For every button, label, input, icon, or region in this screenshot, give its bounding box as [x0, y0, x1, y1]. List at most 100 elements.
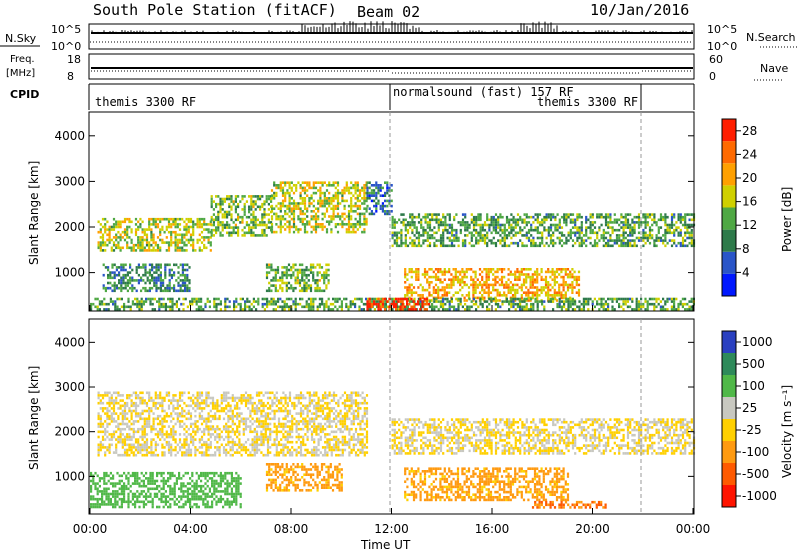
- echo-cell: [196, 241, 199, 244]
- echo-cell: [270, 230, 274, 234]
- echo-cell: [143, 448, 146, 452]
- echo-cell: [415, 236, 418, 240]
- echo-cell: [472, 278, 475, 281]
- echo-cell: [386, 189, 389, 192]
- echo-cell: [174, 220, 177, 224]
- echo-cell: [219, 300, 222, 303]
- echo-cell: [162, 297, 165, 301]
- echo-cell: [670, 215, 674, 219]
- echo-cell: [143, 422, 146, 426]
- echo-cell: [677, 234, 680, 237]
- echo-cell: [514, 291, 517, 294]
- echo-cell: [156, 300, 159, 303]
- echo-cell: [386, 181, 389, 184]
- echo-cell: [409, 236, 412, 240]
- echo-cell: [312, 302, 315, 306]
- echo-cell: [200, 223, 204, 226]
- echo-cell: [178, 404, 182, 408]
- echo-cell: [508, 300, 511, 303]
- echo-cell: [188, 289, 191, 293]
- echo-cell: [178, 241, 182, 244]
- echo-cell: [437, 213, 440, 216]
- echo-cell: [336, 212, 340, 216]
- echo-cell: [673, 297, 676, 301]
- echo-cell: [345, 228, 348, 231]
- echo-cell: [576, 215, 579, 219]
- echo-cell: [404, 228, 407, 232]
- echo-cell: [328, 220, 331, 223]
- echo-cell: [183, 236, 186, 239]
- echo-cell: [450, 226, 454, 229]
- echo-cell: [156, 407, 160, 410]
- echo-cell: [531, 286, 534, 289]
- echo-cell: [101, 302, 104, 306]
- echo-cell: [453, 234, 456, 237]
- echo-cell: [178, 308, 181, 311]
- echo-cell: [198, 223, 201, 226]
- echo-cell: [508, 221, 511, 224]
- echo-cell: [139, 435, 142, 439]
- colorbar-cell: [722, 229, 736, 252]
- echo-cell: [265, 234, 268, 237]
- echo-cell: [121, 453, 124, 457]
- echo-cell: [530, 297, 533, 301]
- echo-cell: [525, 234, 528, 237]
- echo-cell: [395, 302, 398, 306]
- echo-cell: [585, 300, 588, 303]
- echo-cell: [132, 453, 135, 457]
- echo-cell: [263, 302, 266, 306]
- echo-cell: [112, 409, 116, 413]
- echo-cell: [241, 297, 244, 301]
- echo-cell: [527, 288, 530, 292]
- echo-cell: [108, 443, 111, 447]
- echo-cell: [545, 215, 548, 219]
- echo-cell: [123, 414, 127, 418]
- echo-cell: [154, 220, 157, 224]
- echo-cell: [433, 226, 436, 229]
- echo-cell: [624, 223, 627, 227]
- echo-cell: [585, 234, 588, 237]
- echo-cell: [341, 212, 344, 216]
- echo-cell: [288, 207, 291, 210]
- echo-cell: [159, 438, 162, 441]
- echo-cell: [241, 218, 244, 222]
- echo-cell: [217, 302, 220, 306]
- echo-cell: [115, 412, 118, 415]
- echo-cell: [172, 394, 175, 397]
- echo-cell: [483, 239, 487, 242]
- echo-cell: [560, 215, 564, 219]
- echo-cell: [329, 302, 332, 306]
- echo-cell: [350, 215, 353, 218]
- echo-cell: [664, 244, 667, 248]
- echo-cell: [120, 268, 123, 272]
- echo-cell: [135, 268, 138, 272]
- echo-cell: [224, 297, 227, 301]
- echo-cell: [237, 202, 240, 206]
- echo-cell: [115, 425, 118, 428]
- echo-cell: [288, 186, 291, 190]
- echo-cell: [655, 223, 658, 227]
- echo-cell: [445, 291, 449, 294]
- echo-cell: [543, 300, 546, 303]
- echo-cell: [541, 218, 544, 222]
- echo-cell: [97, 448, 100, 452]
- echo-cell: [196, 394, 199, 397]
- echo-cell: [596, 234, 599, 237]
- echo-cell: [566, 268, 570, 271]
- echo-cell: [178, 391, 182, 395]
- echo-cell: [662, 241, 665, 245]
- echo-cell: [541, 234, 544, 237]
- echo-cell: [426, 239, 429, 242]
- echo-cell: [541, 221, 544, 224]
- echo-cell: [531, 283, 534, 287]
- echo-cell: [224, 300, 227, 303]
- echo-cell: [200, 399, 204, 402]
- echo-cell: [492, 241, 495, 245]
- echo-cell: [560, 239, 564, 242]
- echo-cell: [288, 228, 291, 231]
- echo-cell: [121, 409, 124, 413]
- echo-cell: [101, 300, 104, 303]
- echo-cell: [175, 300, 178, 303]
- echo-cell: [195, 300, 198, 303]
- echo-cell: [170, 414, 173, 418]
